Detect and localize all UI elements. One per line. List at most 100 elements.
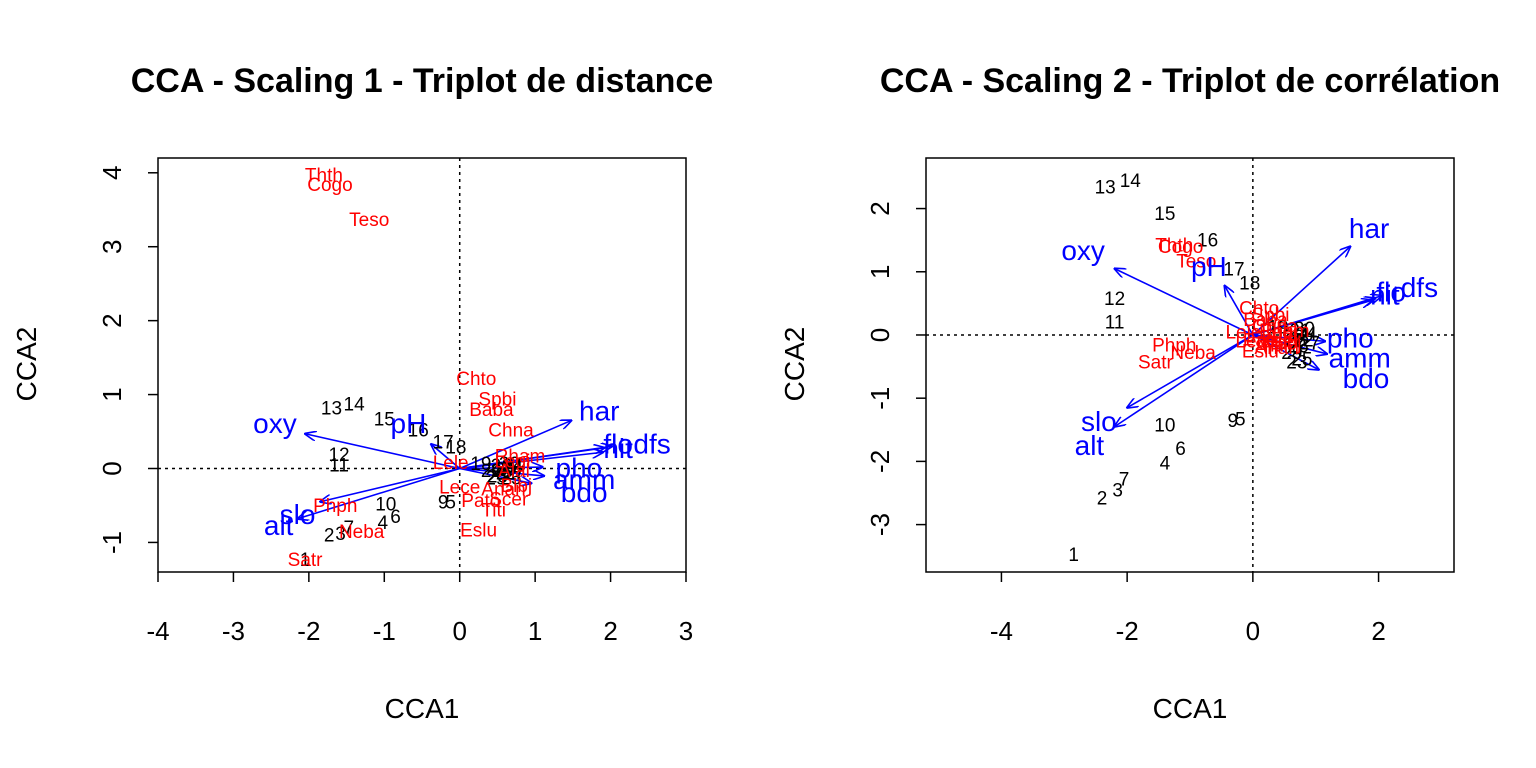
species-label-Legi: Legi <box>495 452 531 473</box>
species-label-Baba: Baba <box>1243 310 1288 331</box>
y-tick-label: 1 <box>865 265 895 279</box>
site-label-26: 26 <box>1288 337 1309 358</box>
site-label-30: 30 <box>499 454 520 475</box>
site-label-9: 9 <box>438 492 449 513</box>
species-label-Thth: Thth <box>305 165 343 186</box>
species-label-Lece: Lece <box>439 477 480 498</box>
env-label-amm: amm <box>553 464 615 495</box>
species-label-Alal: Alal <box>1265 327 1297 348</box>
y-tick-label: -1 <box>865 387 895 410</box>
site-label-17: 17 <box>1223 260 1244 281</box>
site-label-30: 30 <box>1294 319 1315 340</box>
x-tick-label: -2 <box>1116 616 1139 646</box>
env-label-pH: pH <box>1191 251 1227 282</box>
site-label-22: 22 <box>1293 330 1314 351</box>
y-tick-label: 1 <box>97 387 127 401</box>
x-tick-label: -1 <box>373 616 396 646</box>
species-label-Scer: Scer <box>489 489 529 510</box>
env-arrow-har <box>1252 246 1350 336</box>
env-label-pho: pho <box>556 452 603 483</box>
site-label-2: 2 <box>324 526 335 547</box>
site-label-11: 11 <box>329 455 349 476</box>
species-label-Blbj: Blbj <box>500 476 532 497</box>
site-label-16: 16 <box>408 421 429 442</box>
species-label-Pato: Pato <box>461 491 500 512</box>
species-label-Eslu: Eslu <box>1242 342 1279 363</box>
env-arrow-alt <box>1115 334 1254 427</box>
species-label-Rham: Rham <box>495 446 546 467</box>
env-label-slo: slo <box>1081 406 1117 437</box>
site-label-13: 13 <box>1095 177 1116 198</box>
species-label-Baba: Baba <box>469 400 514 421</box>
site-label-21: 21 <box>1289 321 1310 342</box>
site-label-28: 28 <box>1285 330 1306 351</box>
species-label-Rham: Rham <box>1259 321 1310 342</box>
env-label-flo: flo <box>1376 276 1406 307</box>
env-arrow-bdo <box>1252 334 1319 370</box>
site-label-18: 18 <box>1239 273 1260 294</box>
species-label-Teso: Teso <box>349 210 389 231</box>
env-label-dfs: dfs <box>1401 272 1438 303</box>
panel-scaling-2: CCA - Scaling 2 - Triplot de corrélation… <box>779 62 1500 724</box>
species-label-Satr: Satr <box>288 550 324 571</box>
env-label-oxy: oxy <box>1061 235 1105 266</box>
site-label-7: 7 <box>1119 469 1130 490</box>
x-tick-label: 2 <box>603 616 617 646</box>
site-label-19: 19 <box>1267 318 1288 339</box>
x-axis-title: CCA1 <box>385 693 460 724</box>
site-label-18: 18 <box>445 438 466 459</box>
site-label-28: 28 <box>491 461 512 482</box>
env-label-amm: amm <box>1329 343 1391 374</box>
site-label-25: 25 <box>1291 349 1312 370</box>
site-label-23: 23 <box>1286 352 1307 373</box>
env-arrow-har <box>459 420 572 470</box>
env-label-bdo: bdo <box>561 477 608 508</box>
site-label-13: 13 <box>321 398 342 419</box>
species-label-Pato: Pato <box>1243 330 1282 351</box>
site-label-11: 11 <box>1105 313 1125 334</box>
env-label-alt: alt <box>264 510 294 541</box>
site-label-10: 10 <box>375 494 396 515</box>
env-arrow-nit <box>1252 300 1372 336</box>
y-tick-label: -1 <box>97 531 127 554</box>
env-arrow-nit <box>459 452 603 470</box>
env-label-nit: nit <box>1370 279 1400 310</box>
y-tick-label: 2 <box>865 201 895 215</box>
species-label-Lele: Lele <box>433 453 469 474</box>
y-axis-title: CCA2 <box>11 327 42 402</box>
site-label-26: 26 <box>494 460 515 481</box>
site-label-24: 24 <box>502 456 524 477</box>
site-label-15: 15 <box>374 409 395 430</box>
env-label-slo: slo <box>280 499 316 530</box>
site-label-14: 14 <box>344 395 366 416</box>
site-label-29: 29 <box>1281 343 1302 364</box>
species-label-Blbj: Blbj <box>1270 333 1302 354</box>
env-label-flo: flo <box>603 429 633 460</box>
y-tick-label: 2 <box>97 313 127 327</box>
species-label-Satr: Satr <box>1138 352 1174 373</box>
env-arrow-amm <box>1252 334 1327 354</box>
species-label-Chna: Chna <box>488 421 534 442</box>
species-label-Spbi: Spbi <box>1251 305 1289 326</box>
species-label-Thth: Thth <box>1155 236 1193 257</box>
species-label-Titi: Titi <box>1259 335 1284 356</box>
species-label-Lele: Lele <box>1225 323 1261 344</box>
env-label-dfs: dfs <box>633 429 670 460</box>
species-label-Cogo: Cogo <box>1158 237 1203 258</box>
species-label-Eslu: Eslu <box>460 520 497 541</box>
env-arrow-oxy <box>305 434 460 470</box>
species-label-Anan: Anan <box>1255 338 1299 359</box>
chart-title: CCA - Scaling 2 - Triplot de corrélation <box>880 62 1500 100</box>
site-label-24: 24 <box>1296 324 1318 345</box>
site-label-15: 15 <box>1154 204 1175 225</box>
site-label-6: 6 <box>1175 439 1186 460</box>
x-axis-title: CCA1 <box>1153 693 1228 724</box>
species-label-Chto: Chto <box>1239 299 1279 320</box>
species-label-Cogo: Cogo <box>307 175 352 196</box>
env-label-bdo: bdo <box>1343 363 1390 394</box>
env-label-oxy: oxy <box>253 408 297 439</box>
x-tick-label: 1 <box>528 616 542 646</box>
site-label-7: 7 <box>344 518 355 539</box>
panel-scaling-1: CCA - Scaling 1 - Triplot de distance CC… <box>11 62 713 724</box>
species-label-Chna: Chna <box>1252 316 1298 337</box>
